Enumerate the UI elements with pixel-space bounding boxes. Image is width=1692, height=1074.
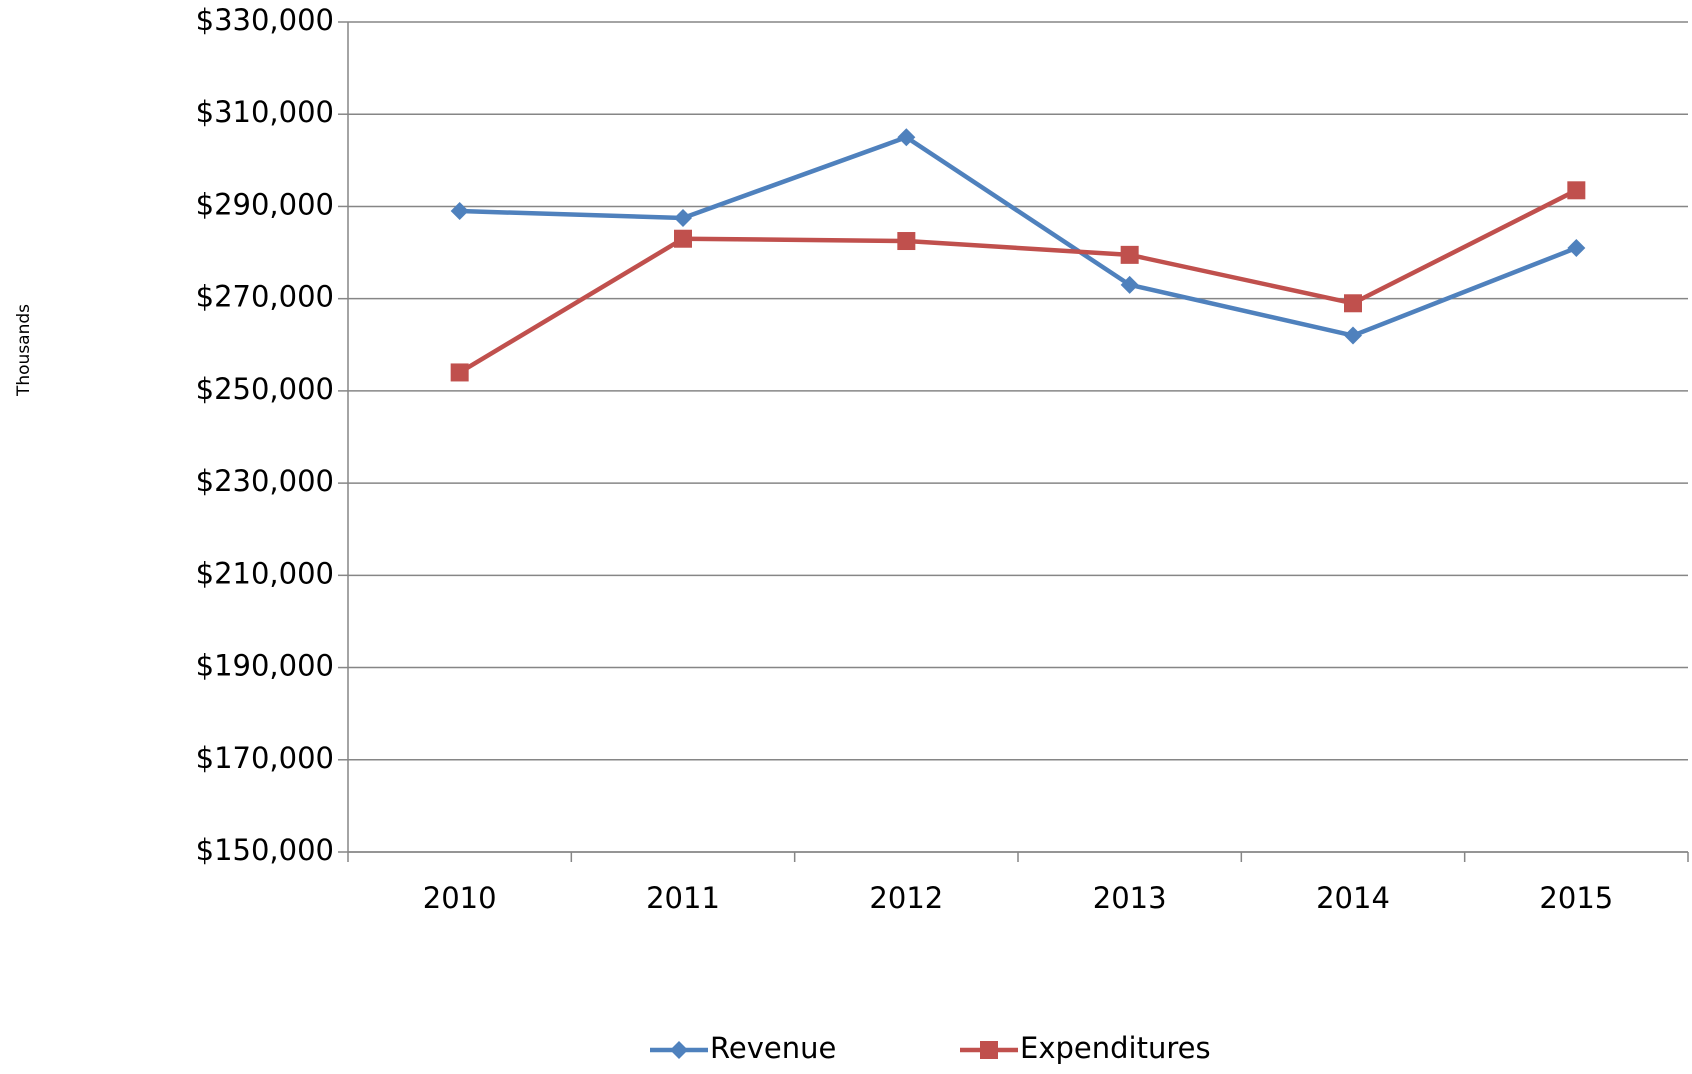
data-point xyxy=(674,229,692,248)
data-point xyxy=(674,208,692,227)
y-tick-label: $170,000 xyxy=(196,741,334,775)
y-tick-label: $310,000 xyxy=(196,95,334,129)
data-point xyxy=(1344,294,1362,313)
data-point xyxy=(897,128,916,147)
x-tick-label: 2010 xyxy=(423,881,497,915)
y-tick-label: $190,000 xyxy=(196,649,334,683)
y-tick-label: $250,000 xyxy=(196,372,334,406)
data-point xyxy=(1567,181,1586,200)
data-point xyxy=(450,363,469,382)
x-tick-label: 2012 xyxy=(869,881,943,915)
data-point xyxy=(897,232,916,251)
y-tick-label: $330,000 xyxy=(196,3,334,37)
x-tick-label: 2014 xyxy=(1316,881,1390,915)
legend-marker xyxy=(980,1041,998,1059)
data-point xyxy=(1567,238,1586,257)
y-axis-label: Thousands xyxy=(14,304,34,397)
x-tick-label: 2015 xyxy=(1539,881,1613,915)
x-tick-label: 2013 xyxy=(1093,881,1167,915)
data-point xyxy=(450,202,469,221)
legend-label: Revenue xyxy=(710,1031,836,1065)
series-line xyxy=(459,134,1578,338)
data-point xyxy=(1344,326,1362,345)
legend-marker xyxy=(670,1041,688,1059)
x-tick-label: 2011 xyxy=(646,881,720,915)
y-tick-label: $230,000 xyxy=(196,464,334,498)
data-point xyxy=(1120,245,1139,264)
legend-label: Expenditures xyxy=(1020,1031,1211,1065)
series-line xyxy=(458,188,1578,375)
y-tick-label: $290,000 xyxy=(196,187,334,221)
y-tick-label: $270,000 xyxy=(196,280,334,314)
data-point xyxy=(1120,275,1139,294)
y-tick-label: $210,000 xyxy=(196,556,334,590)
y-tick-label: $150,000 xyxy=(196,833,334,867)
